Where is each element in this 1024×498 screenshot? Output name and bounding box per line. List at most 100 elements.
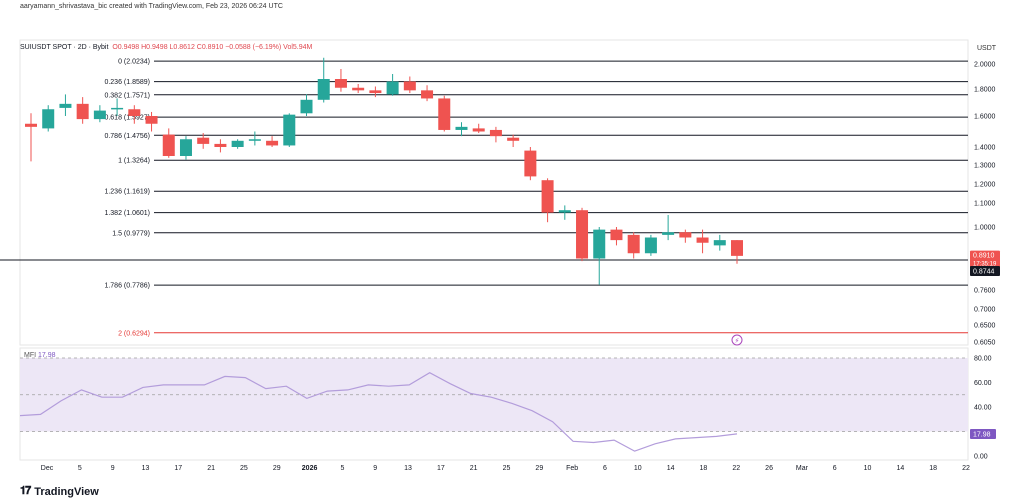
last-price-label: 0.8910: [973, 253, 995, 260]
fib-label: 2 (0.6294): [118, 330, 150, 337]
time-tick-label: 18: [700, 465, 708, 472]
price-tick-label: 2.0000: [974, 62, 996, 69]
candle-body: [576, 210, 589, 259]
candle-body: [145, 116, 158, 124]
currency-label: USDT: [977, 45, 997, 52]
time-tick-label: 14: [667, 465, 675, 472]
fib-label: 0.786 (1.4756): [104, 133, 150, 140]
mfi-tick-label: 0.00: [974, 454, 988, 461]
time-tick-label: 14: [896, 465, 904, 472]
price-tick-label: 1.8000: [974, 87, 996, 94]
time-tick-label: 26: [765, 465, 773, 472]
time-tick-label: 5: [78, 465, 82, 472]
candle-body: [93, 110, 106, 120]
candle-body: [455, 126, 468, 130]
candle-body: [317, 79, 330, 100]
time-tick-label: 2026: [302, 465, 318, 472]
time-tick-label: Mar: [796, 465, 809, 472]
price-axis[interactable]: 2.0000 1.8000 1.6000 1.4000 1.3000 1.2000 1.10…: [970, 62, 1000, 347]
candle-body: [352, 87, 365, 91]
candle-body: [248, 139, 261, 141]
fib-label: 1.5 (0.9779): [112, 230, 150, 237]
time-tick-label: 13: [142, 465, 150, 472]
fib-label: 1.786 (0.7786): [104, 283, 150, 290]
time-tick-label: 10: [634, 465, 642, 472]
mfi-legend[interactable]: MFI 17.98: [24, 352, 56, 359]
time-tick-label: 17: [174, 465, 182, 472]
mfi-line: [19, 372, 738, 452]
time-tick-label: 10: [864, 465, 872, 472]
time-tick-label: 18: [929, 465, 937, 472]
candle-body: [283, 114, 296, 146]
mfi-value-badge-label: 17.98: [973, 431, 991, 438]
fib-label: 0.618 (1.5927): [104, 115, 150, 122]
candle-body: [266, 140, 279, 146]
candle-body: [489, 129, 502, 137]
last-price-badge: [970, 250, 1000, 269]
candle-body: [713, 240, 726, 246]
mfi-value: 17.98: [38, 352, 56, 359]
price-tick-label: 0.6500: [974, 323, 996, 330]
candle-body: [644, 237, 657, 254]
candle-body: [524, 150, 537, 177]
time-axis[interactable]: Dec 5 9 13 17 21 25 29 2026 5 9 13 17 21 25 29 Feb 6 10 14 1…: [41, 465, 970, 472]
time-tick-label: 25: [240, 465, 248, 472]
candle-body: [679, 232, 692, 238]
price-tick-label: 0.7000: [974, 307, 996, 314]
candle-body: [59, 103, 72, 108]
candle-body: [421, 90, 434, 99]
time-tick-label: 17: [437, 465, 445, 472]
candle-body: [76, 103, 89, 120]
fib-retracement[interactable]: 0 (2.0234) 0.236 (1.8589) 0.382 (1.7571) 0.…: [0, 59, 968, 338]
candle-body: [162, 134, 175, 156]
candle-body: [472, 128, 485, 132]
chart-caption: aaryamann_shrivastava_bic created with T…: [20, 3, 283, 10]
price-tick-label: 1.6000: [974, 114, 996, 121]
price-tick-label: 1.1000: [974, 201, 996, 208]
candles-layer: ⚡: [25, 57, 743, 346]
fib-label: 0.236 (1.8589): [104, 79, 150, 86]
candle-body: [128, 109, 141, 116]
candle-body: [403, 81, 416, 91]
time-tick-label: Feb: [566, 465, 578, 472]
tradingview-brand[interactable]: 𝟏𝟕 TradingView: [20, 485, 99, 498]
candle-body: [369, 90, 382, 94]
candle-body: [696, 237, 709, 243]
main-pane-frame: [19, 39, 969, 346]
price-tick-label: 1.4000: [974, 145, 996, 152]
candle-body: [111, 107, 124, 110]
fib-label: 1.382 (1.0601): [104, 210, 150, 217]
candle-body: [386, 81, 399, 95]
candle-body: [214, 143, 227, 147]
symbol-legend[interactable]: SUIUSDT SPOT · 2D · Bybit O0.9498 H0.949…: [20, 44, 312, 51]
level-price-label: 0.8744: [973, 268, 995, 275]
candle-body: [300, 99, 313, 114]
bar-countdown-label: 17:35:19: [973, 262, 997, 268]
time-tick-label: 5: [340, 465, 344, 472]
mfi-name: MFI: [24, 352, 37, 359]
mfi-tick-label: 40.00: [974, 405, 992, 412]
candle-body: [438, 98, 451, 130]
candle-body: [731, 240, 743, 256]
level-price-badge: [970, 265, 1000, 276]
fib-label: 0 (2.0234): [118, 59, 150, 66]
time-tick-label: 29: [535, 465, 543, 472]
lightning-icon: ⚡: [735, 337, 740, 345]
mfi-tick-label: 80.00: [974, 356, 992, 363]
brand-name: TradingView: [34, 485, 99, 498]
time-tick-label: 6: [833, 465, 837, 472]
time-tick-label: 21: [207, 465, 215, 472]
time-tick-label: 21: [470, 465, 478, 472]
price-tick-label: 0.6050: [974, 340, 996, 347]
fib-label: 1 (1.3264): [118, 158, 150, 165]
price-tick-label: 0.7600: [974, 288, 996, 295]
candle-body: [197, 137, 210, 144]
symbol-name[interactable]: SUIUSDT SPOT · 2D · Bybit: [20, 44, 109, 51]
time-tick-label: Dec: [41, 465, 54, 472]
time-tick-label: 13: [404, 465, 412, 472]
time-tick-label: 22: [962, 465, 970, 472]
candle-body: [179, 139, 192, 156]
ohlc-values: O0.9498 H0.9498 L0.8612 C0.8910 −0.0588 …: [112, 44, 313, 51]
